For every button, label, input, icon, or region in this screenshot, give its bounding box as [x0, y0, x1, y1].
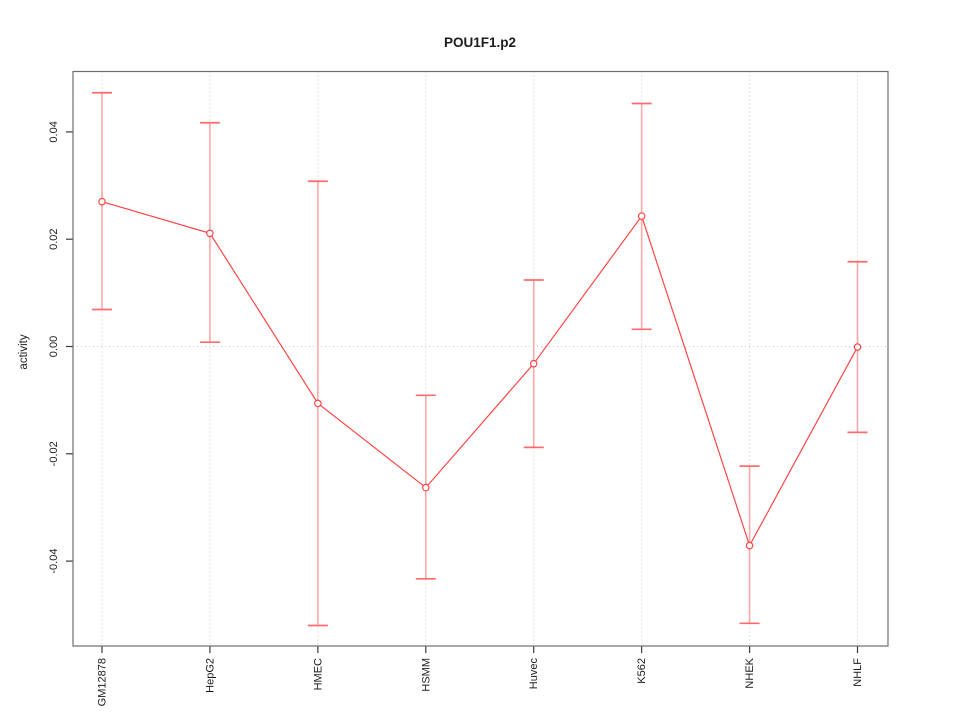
- x-tick-label: GM12878: [97, 658, 109, 706]
- data-point: [314, 399, 322, 408]
- data-point: [421, 483, 430, 492]
- data-point: [529, 359, 538, 368]
- axis-layer: GM12878 HepG2 HMEC HSMM Huvec K562 NHEK NHLF 0.0…: [48, 121, 864, 706]
- series-line: [101, 201, 859, 548]
- y-tick-label: 0.00: [48, 336, 60, 357]
- x-tick-label: NHEK: [744, 657, 756, 688]
- x-tick-label: HMEC: [312, 658, 324, 690]
- x-tick-label: Huvec: [528, 658, 540, 690]
- x-tick-label: NHLF: [852, 658, 864, 687]
- y-axis-label: activity: [18, 334, 30, 369]
- chart-title: POU1F1.p2: [444, 35, 516, 50]
- series-layer: [92, 91, 868, 627]
- grid-layer: [73, 71, 888, 646]
- data-point: [98, 197, 106, 206]
- y-tick-label: -0.04: [48, 549, 60, 574]
- plot-border: [72, 70, 889, 647]
- data-point: [637, 212, 646, 220]
- data-point: [853, 343, 862, 351]
- x-tick-label: HepG2: [204, 658, 216, 693]
- x-tick-label: HSMM: [420, 658, 432, 692]
- x-tick-label: K562: [636, 658, 648, 684]
- data-point: [206, 229, 214, 238]
- data-point: [745, 541, 754, 550]
- y-tick-label: 0.04: [48, 121, 60, 142]
- y-tick-label: -0.02: [48, 441, 60, 466]
- y-tick-label: 0.02: [48, 228, 60, 249]
